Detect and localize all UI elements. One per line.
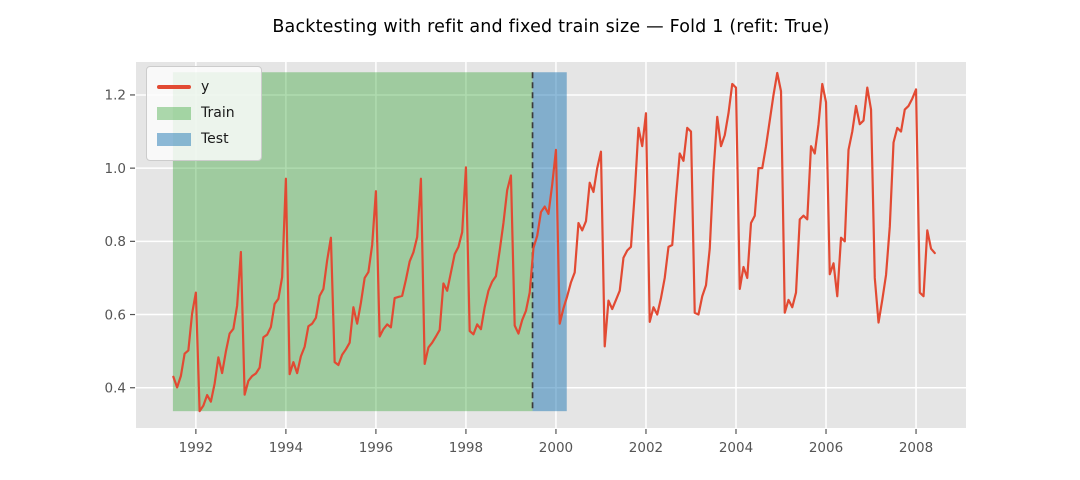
y-tick-label: 0.4 [105, 380, 126, 396]
x-tick-label: 1994 [269, 440, 303, 456]
x-tick-label: 1992 [179, 440, 213, 456]
legend: y Train Test [146, 66, 262, 161]
x-tick-label: 1996 [359, 440, 393, 456]
legend-label-y: y [201, 79, 210, 95]
x-tick-label: 2008 [899, 440, 933, 456]
x-tick-label: 2002 [629, 440, 663, 456]
y-tick-label: 0.6 [105, 307, 126, 323]
legend-item-test: Test [157, 126, 251, 152]
test-region [532, 72, 567, 412]
y-tick-label: 1.0 [105, 161, 126, 177]
y-series-line [172, 71, 936, 413]
x-tick-label: 2004 [719, 440, 753, 456]
x-tick-label: 2000 [539, 440, 573, 456]
test-patch-swatch [157, 132, 191, 146]
x-tick-label: 1998 [449, 440, 483, 456]
train-patch-swatch [157, 106, 191, 120]
y-line-swatch [157, 85, 191, 89]
legend-item-y: y [157, 74, 251, 100]
chart-title: Backtesting with refit and fixed train s… [272, 17, 830, 37]
y-tick-label: 1.2 [105, 88, 126, 104]
y-tick-label: 0.8 [105, 234, 126, 250]
x-tick-label: 2006 [809, 440, 843, 456]
legend-label-train: Train [201, 105, 235, 121]
legend-item-train: Train [157, 100, 251, 126]
legend-label-test: Test [201, 131, 229, 147]
